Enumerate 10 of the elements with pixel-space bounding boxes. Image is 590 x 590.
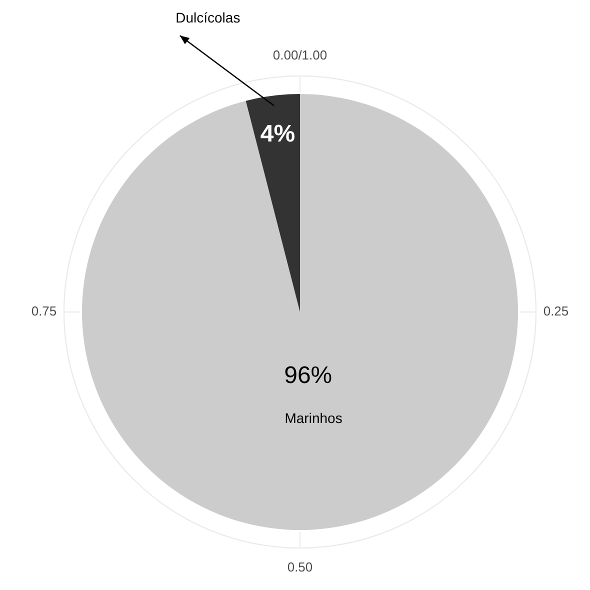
text: 0.00/1.00 [272, 47, 328, 62]
text: 0.75 [31, 303, 57, 318]
text: 0.50 [287, 559, 313, 574]
data-label: 96% [284, 362, 332, 389]
slice-label: Marinhos [284, 410, 342, 426]
pie-slice [246, 94, 300, 312]
slice-label: Dulcícolas [176, 9, 240, 26]
text: 0.25 [543, 303, 569, 318]
data-label: 4% [260, 120, 296, 148]
pie-slice [82, 94, 518, 530]
